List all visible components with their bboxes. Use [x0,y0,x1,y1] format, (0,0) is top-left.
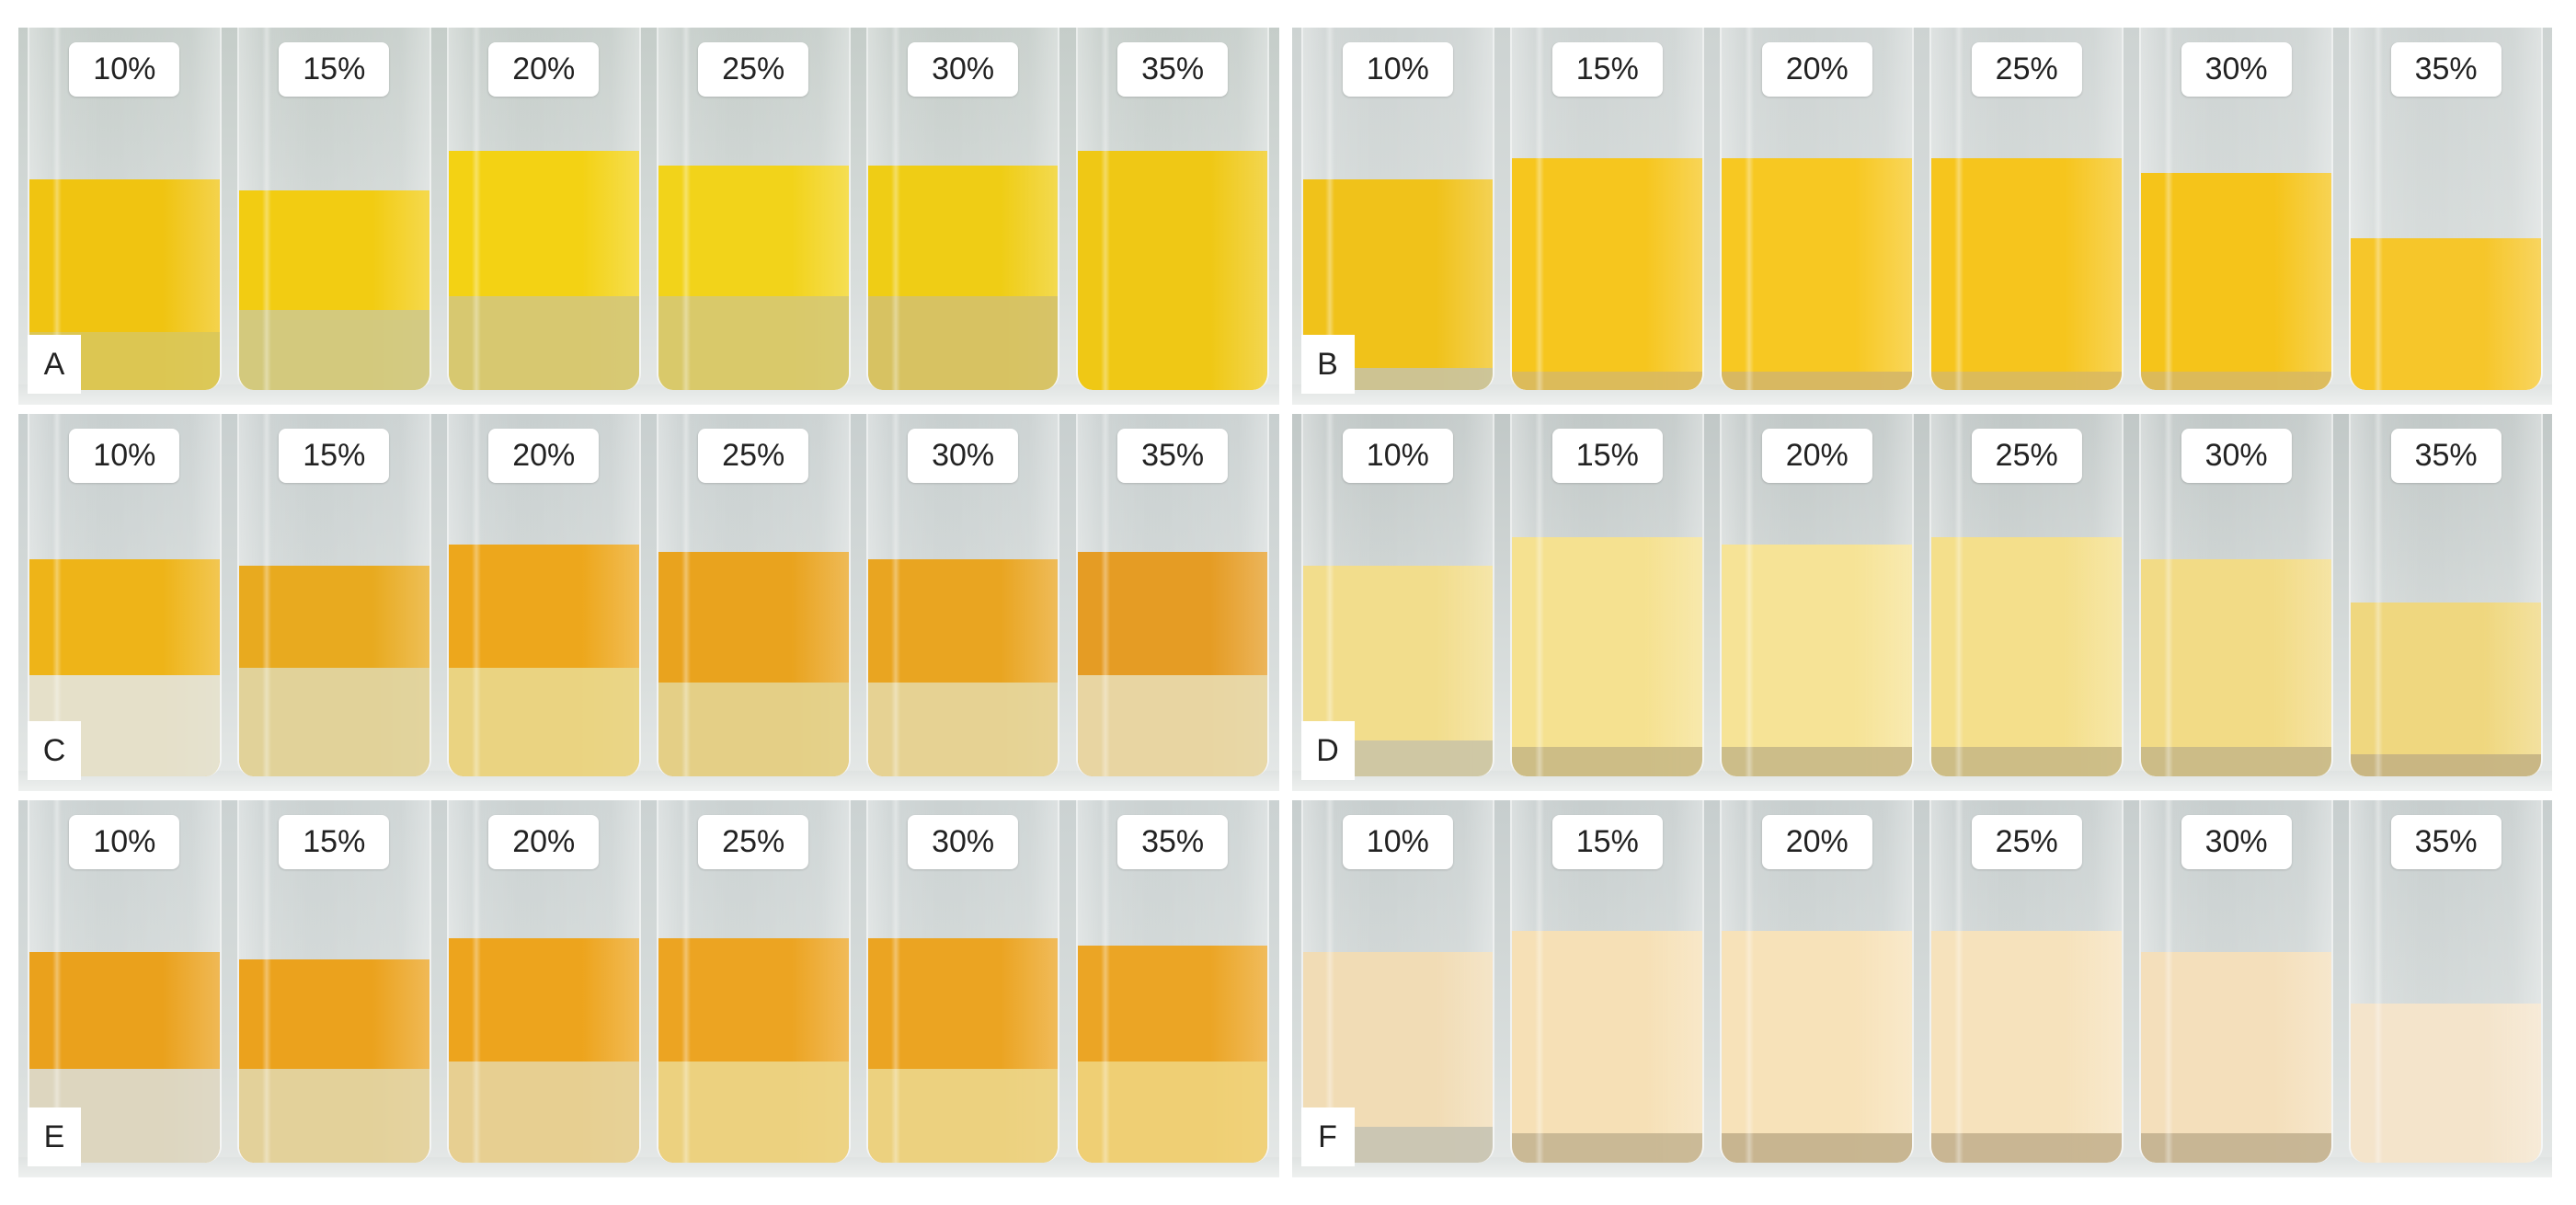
concentration-label: 30% [2181,815,2292,869]
vial: 25% [1929,800,2124,1177]
vial: 20% [1720,414,1915,791]
vial: 20% [446,28,641,405]
vial: 20% [446,800,641,1177]
concentration-label: 10% [1342,42,1453,97]
vial: 10% [28,28,222,405]
concentration-label: 15% [279,42,390,97]
vial: 15% [1510,28,1705,405]
concentration-label: 30% [2181,42,2292,97]
panel-letter: F [1300,1107,1355,1166]
concentration-label: 25% [698,815,809,869]
panel-f: 10% 15% 20% 25% 30% 35% F [1291,800,2552,1177]
vial: 25% [656,800,851,1177]
concentration-label: 10% [1342,815,1453,869]
concentration-label: 20% [488,42,600,97]
concentration-label: 35% [2390,429,2502,483]
concentration-label: 30% [908,42,1019,97]
panel-b: 10% 15% 20% 25% 30% 35% B [1291,28,2552,405]
vial: 30% [2139,28,2333,405]
concentration-label: 15% [279,429,390,483]
concentration-label: 25% [1971,815,2082,869]
concentration-label: 15% [279,815,390,869]
vial: 35% [1075,800,1270,1177]
concentration-label: 10% [69,42,180,97]
concentration-label: 25% [698,429,809,483]
vial-row: 10% 15% 20% 25% 30% 35% [1300,28,2544,405]
concentration-label: 10% [1342,429,1453,483]
panel-letter: A [28,335,81,394]
vial-row: 10% 15% 20% 25% 30% 35% [28,800,1270,1177]
vial-row: 10% 15% 20% 25% 30% 35% [1300,414,2544,791]
vial-row: 10% 15% 20% 25% 30% 35% [28,28,1270,405]
vial: 15% [1510,414,1705,791]
vial: 20% [446,414,641,791]
concentration-label: 15% [1551,42,1663,97]
vial: 30% [2139,414,2333,791]
concentration-label: 30% [2181,429,2292,483]
vial: 25% [656,28,851,405]
panel-letter: E [28,1107,81,1166]
vial: 30% [865,28,1060,405]
concentration-label: 10% [69,429,180,483]
concentration-label: 20% [1761,42,1872,97]
concentration-label: 20% [488,815,600,869]
vial: 20% [1720,28,1915,405]
vial: 35% [2349,414,2543,791]
vial: 30% [2139,800,2333,1177]
panel-background [1291,414,2552,791]
concentration-label: 25% [1971,429,2082,483]
vial: 15% [236,414,431,791]
vial: 10% [1300,28,1495,405]
vial: 35% [1075,414,1270,791]
panel-background [1291,800,2552,1177]
concentration-label: 35% [1117,42,1229,97]
panel-letter: C [28,721,81,780]
panel-d: 10% 15% 20% 25% 30% 35% D [1291,414,2552,791]
panel-a: 10% 15% 20% 25% 30% 35% A [18,28,1279,405]
concentration-label: 20% [1761,429,1872,483]
panel-e: 10% 15% 20% 25% 30% 35% E [18,800,1279,1177]
vial: 35% [2349,800,2543,1177]
concentration-label: 25% [698,42,809,97]
concentration-label: 30% [908,815,1019,869]
panel-c: 10% 15% 20% 25% 30% 35% C [18,414,1279,791]
panel-background [18,414,1279,791]
vial: 15% [236,800,431,1177]
vial-photo-grid: 10% 15% 20% 25% 30% 35% A 10% 15% 20% 25… [18,28,2552,1177]
vial: 25% [1929,28,2124,405]
vial: 30% [865,414,1060,791]
vial: 35% [2349,28,2543,405]
vial: 25% [1929,414,2124,791]
concentration-label: 15% [1551,815,1663,869]
panel-background [18,800,1279,1177]
vial: 10% [28,800,222,1177]
vial: 25% [656,414,851,791]
concentration-label: 30% [908,429,1019,483]
panel-letter: D [1300,721,1355,780]
concentration-label: 35% [1117,429,1229,483]
panel-letter: B [1300,335,1355,394]
vial-row: 10% 15% 20% 25% 30% 35% [1300,800,2544,1177]
vial: 30% [865,800,1060,1177]
concentration-label: 10% [69,815,180,869]
concentration-label: 20% [1761,815,1872,869]
panel-background [1291,28,2552,405]
concentration-label: 35% [1117,815,1229,869]
vial: 15% [1510,800,1705,1177]
vial: 35% [1075,28,1270,405]
vial: 15% [236,28,431,405]
concentration-label: 15% [1551,429,1663,483]
vial-row: 10% 15% 20% 25% 30% 35% [28,414,1270,791]
concentration-label: 35% [2390,815,2502,869]
vial: 20% [1720,800,1915,1177]
concentration-label: 25% [1971,42,2082,97]
panel-background [18,28,1279,405]
concentration-label: 20% [488,429,600,483]
concentration-label: 35% [2390,42,2502,97]
